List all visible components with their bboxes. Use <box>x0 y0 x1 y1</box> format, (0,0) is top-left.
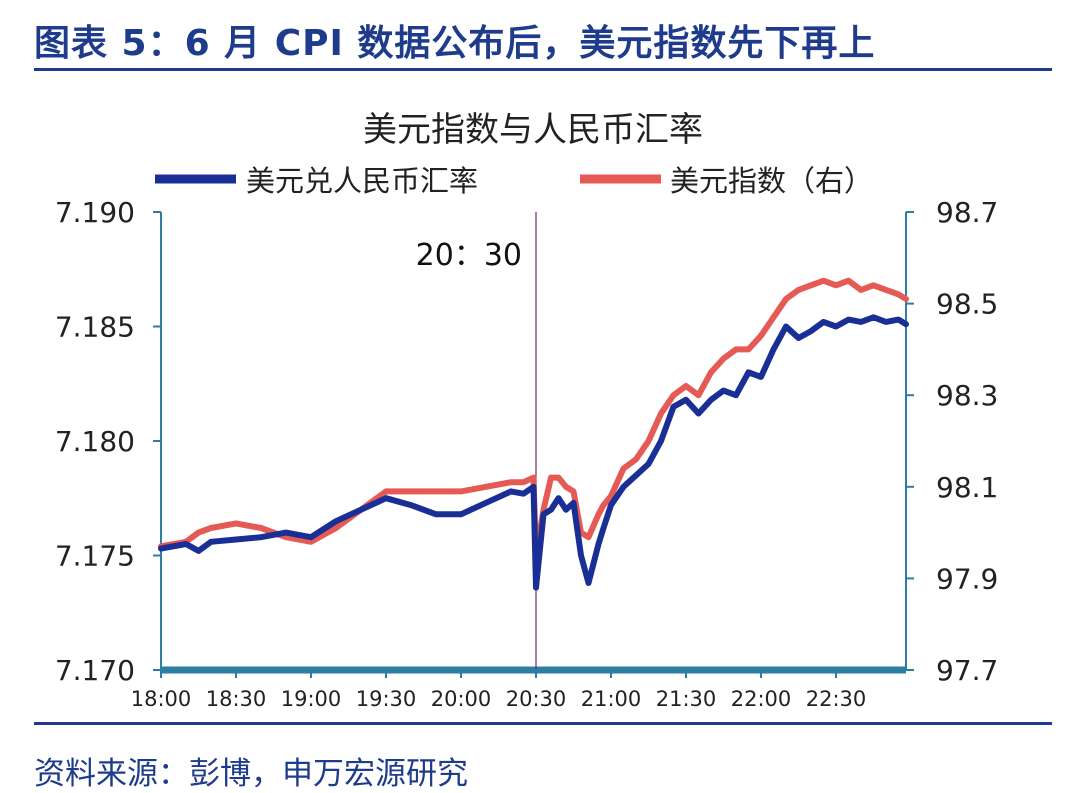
source-note: 资料来源：彭博，申万宏源研究 <box>34 756 468 792</box>
x-tick-label: 19:00 <box>281 687 342 711</box>
y-left-tick-label: 7.180 <box>55 425 135 458</box>
x-tick-label: 22:00 <box>731 687 792 711</box>
x-tick-label: 19:30 <box>356 687 417 711</box>
series-line-usdcny <box>158 314 909 591</box>
y-axis-right: 98.7 98.5 98.3 98.1 97.9 97.7 <box>905 196 998 687</box>
y-left-tick-label: 7.170 <box>55 654 135 687</box>
y-axis-left: 7.190 7.185 7.180 7.175 7.170 <box>55 196 162 687</box>
x-axis: 18:00 18:30 19:00 19:30 20:00 20:30 21:00 21:30… <box>131 666 906 711</box>
x-tick-label: 18:00 <box>131 687 192 711</box>
x-tick-label: 20:00 <box>431 687 492 711</box>
y-right-tick-label: 98.7 <box>936 196 998 229</box>
x-tick-label: 20:30 <box>506 687 567 711</box>
figure-title: 图表 5：6 月 CPI 数据公布后，美元指数先下再上 <box>34 23 876 64</box>
x-tick-label: 21:00 <box>581 687 642 711</box>
y-left-tick-label: 7.185 <box>55 311 135 344</box>
y-right-tick-label: 98.1 <box>936 471 998 504</box>
y-right-tick-label: 98.5 <box>936 288 998 321</box>
chart-title: 美元指数与人民币汇率 <box>363 110 703 150</box>
title-divider <box>34 68 1052 71</box>
y-left-tick-label: 7.175 <box>55 540 135 573</box>
legend-label-dxy: 美元指数（右） <box>670 164 873 198</box>
legend: 美元兑人民币汇率 美元指数（右） <box>155 164 873 198</box>
x-tick-label: 18:30 <box>206 687 267 711</box>
legend-label-usdcny: 美元兑人民币汇率 <box>246 164 478 198</box>
y-right-tick-label: 98.3 <box>936 379 998 412</box>
x-tick-label: 22:30 <box>806 687 867 711</box>
source-divider <box>34 722 1052 725</box>
y-right-tick-label: 97.7 <box>936 654 998 687</box>
y-right-tick-label: 97.9 <box>936 562 998 595</box>
y-left-tick-label: 7.190 <box>55 196 135 229</box>
series-group <box>158 277 909 591</box>
annotation: 20：30 <box>416 212 537 670</box>
x-tick-label: 21:30 <box>656 687 717 711</box>
annotation-label: 20：30 <box>416 238 522 273</box>
